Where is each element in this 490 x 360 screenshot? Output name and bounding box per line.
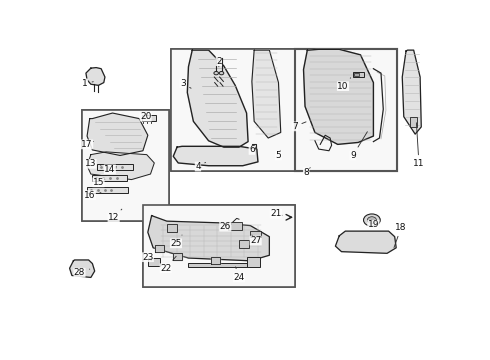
Circle shape — [368, 217, 376, 223]
Text: 14: 14 — [104, 165, 116, 174]
Text: 26: 26 — [220, 222, 231, 231]
Polygon shape — [148, 216, 270, 261]
Bar — [82, 110, 170, 221]
Bar — [93, 175, 127, 181]
Bar — [172, 49, 295, 171]
Text: 22: 22 — [160, 256, 176, 273]
Bar — [142, 115, 156, 121]
Text: 23: 23 — [142, 253, 153, 262]
Bar — [87, 187, 128, 193]
Text: 20: 20 — [140, 112, 151, 121]
Text: 13: 13 — [85, 159, 101, 168]
Text: 5: 5 — [275, 150, 281, 160]
Text: 8: 8 — [303, 168, 310, 177]
Bar — [148, 258, 160, 266]
Bar — [143, 205, 295, 287]
Bar — [353, 72, 364, 77]
Polygon shape — [155, 245, 164, 252]
Circle shape — [214, 72, 219, 75]
Bar — [227, 222, 242, 230]
Polygon shape — [187, 50, 248, 147]
Text: 7: 7 — [292, 122, 306, 131]
Polygon shape — [336, 231, 396, 253]
Polygon shape — [87, 152, 154, 180]
Text: 16: 16 — [84, 190, 101, 199]
Text: 19: 19 — [368, 220, 379, 229]
Text: 24: 24 — [233, 267, 245, 282]
Bar — [295, 49, 397, 171]
Text: 4: 4 — [195, 162, 206, 171]
Text: 6: 6 — [249, 145, 257, 154]
Bar — [98, 164, 133, 170]
Text: 27: 27 — [250, 235, 261, 245]
Text: 3: 3 — [180, 79, 191, 88]
Text: 15: 15 — [93, 178, 105, 187]
Bar — [82, 110, 170, 221]
Text: 17: 17 — [81, 140, 94, 149]
Bar — [246, 257, 260, 267]
Text: 25: 25 — [170, 235, 182, 248]
Bar — [143, 205, 295, 287]
Bar — [295, 49, 397, 171]
Text: 21: 21 — [270, 209, 282, 218]
Text: 2: 2 — [216, 57, 221, 67]
Polygon shape — [87, 113, 148, 156]
Polygon shape — [211, 257, 220, 264]
Text: 18: 18 — [394, 223, 407, 248]
Polygon shape — [173, 253, 182, 260]
Bar — [239, 240, 249, 248]
Polygon shape — [303, 49, 373, 144]
Bar — [250, 231, 261, 237]
Bar — [354, 73, 359, 76]
Polygon shape — [70, 260, 95, 278]
Text: 1: 1 — [82, 79, 93, 88]
Polygon shape — [86, 68, 105, 85]
Circle shape — [219, 72, 224, 75]
Text: 28: 28 — [74, 268, 90, 277]
Text: 9: 9 — [350, 132, 368, 160]
Polygon shape — [402, 50, 421, 134]
Polygon shape — [252, 144, 256, 148]
Text: 12: 12 — [108, 209, 122, 222]
Bar — [172, 49, 295, 171]
Text: 10: 10 — [337, 78, 351, 91]
Bar — [167, 225, 177, 232]
Polygon shape — [173, 146, 258, 166]
Text: 11: 11 — [413, 123, 425, 168]
Polygon shape — [252, 50, 281, 138]
Circle shape — [364, 214, 380, 226]
Bar — [189, 263, 247, 267]
Bar — [410, 117, 416, 127]
